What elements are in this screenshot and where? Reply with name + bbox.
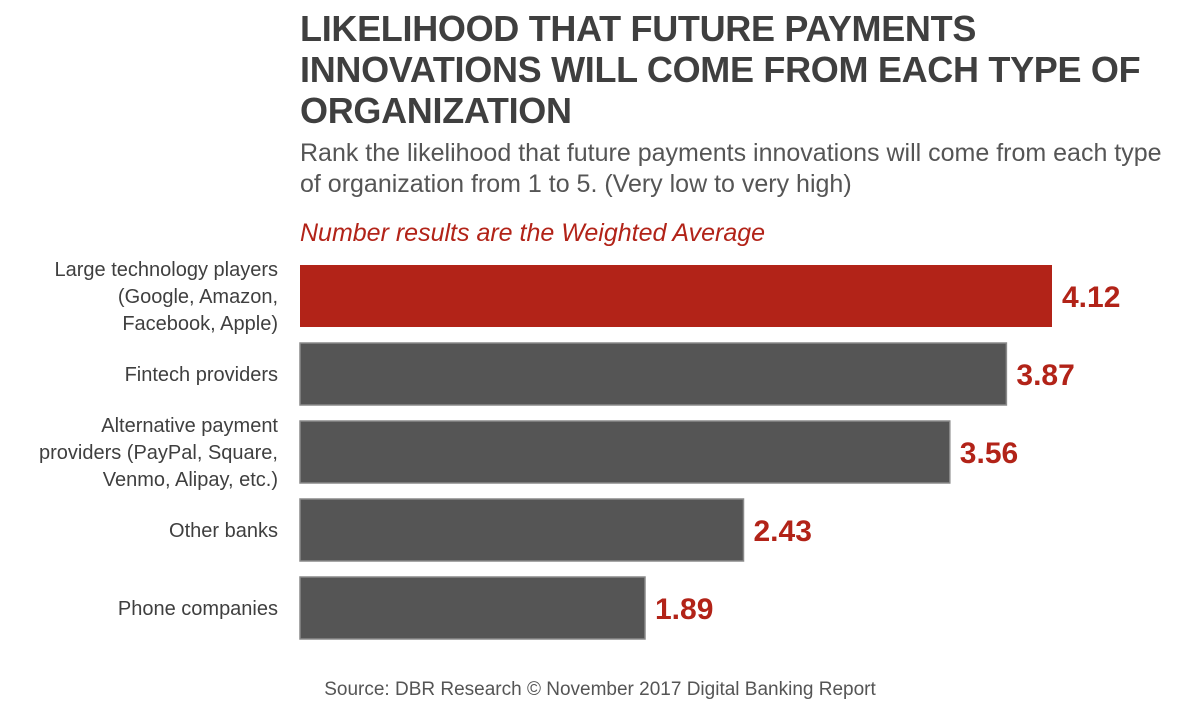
value-label-0: 4.12 [1062,281,1120,314]
bar-2 [299,420,951,484]
value-label-4: 1.89 [655,593,713,626]
bar-4 [299,576,646,640]
category-label-line: Fintech providers [125,364,278,386]
value-label-2: 3.56 [960,437,1018,470]
value-label-1: 3.87 [1016,359,1074,392]
category-label-line: (Google, Amazon, [118,286,278,308]
category-label-line: providers (PayPal, Square, [39,442,278,464]
category-label-line: Venmo, Alipay, etc.) [103,469,278,491]
bar-1 [299,342,1008,406]
category-label-line: Facebook, Apple) [122,313,278,335]
value-label-3: 2.43 [754,515,812,548]
chart-subtitle: Rank the likelihood that future payments… [300,139,1162,198]
chart-note: Number results are the Weighted Average [300,219,766,247]
source-note: Source: DBR Research © November 2017 Dig… [324,679,876,700]
category-label-line: Alternative payment [101,415,278,437]
category-label-3: Other banks [169,520,278,542]
category-label-2: Alternative payment providers (PayPal, Sq… [39,415,278,491]
category-label-0: Large technology players (Google, Amazon,… [55,259,278,335]
bar-0 [300,265,1052,327]
category-label-4: Phone companies [118,598,278,620]
category-label-line: Other banks [169,520,278,542]
category-label-line: Phone companies [118,598,278,620]
category-label-line: Large technology players [55,259,278,281]
chart-title: LIKELIHOOD THAT FUTURE PAYMENTS INNOVATI… [300,8,1141,131]
bar-3 [299,498,745,562]
category-label-1: Fintech providers [125,364,278,386]
